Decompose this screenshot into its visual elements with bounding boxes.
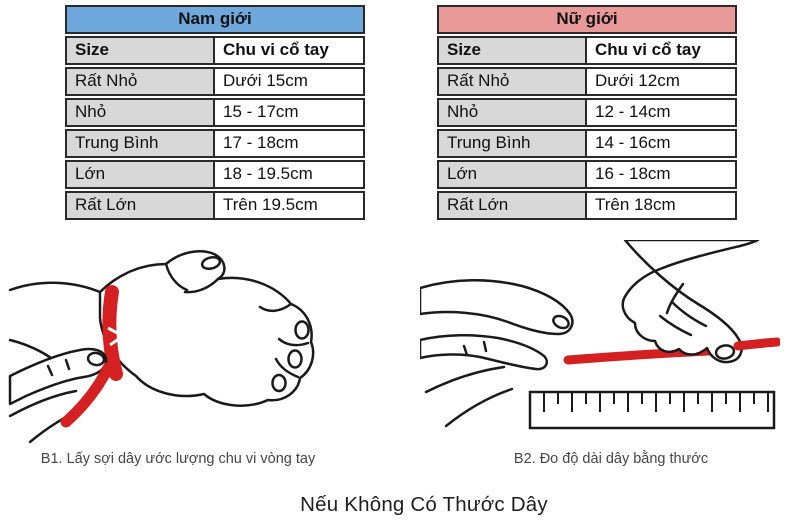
table-row: Trung Bình 14 - 16cm bbox=[437, 128, 737, 158]
women-table-title: Nữ giới bbox=[437, 5, 737, 34]
size-cell: Trung Bình bbox=[437, 128, 587, 158]
wrist-string-illustration bbox=[8, 250, 315, 444]
size-cell: Nhỏ bbox=[65, 97, 215, 127]
men-table-title-row: Nam giới bbox=[65, 5, 365, 34]
figure-b1-caption: B1. Lấy sợi dây ước lượng chu vi vòng ta… bbox=[40, 451, 316, 467]
range-cell: Trên 18cm bbox=[587, 190, 737, 220]
range-cell: 18 - 19.5cm bbox=[215, 159, 365, 189]
range-cell: 17 - 18cm bbox=[215, 128, 365, 158]
figure-b1-wrist-string bbox=[8, 246, 368, 446]
size-cell: Rất Nhỏ bbox=[65, 66, 215, 96]
size-cell: Rất Lớn bbox=[437, 190, 587, 220]
men-column-header-circumference: Chu vi cổ tay bbox=[215, 35, 365, 65]
footer-title: Nếu Không Có Thước Dây bbox=[300, 493, 548, 516]
table-row: Lớn 18 - 19.5cm bbox=[65, 159, 365, 189]
range-cell: 14 - 16cm bbox=[587, 128, 737, 158]
size-cell: Nhỏ bbox=[437, 97, 587, 127]
table-row: Rất Nhỏ Dưới 15cm bbox=[65, 66, 365, 96]
size-cell: Rất Lớn bbox=[65, 190, 215, 220]
table-row: Rất Nhỏ Dưới 12cm bbox=[437, 66, 737, 96]
men-size-table: Nam giới Size Chu vi cổ tay Rất Nhỏ Dưới… bbox=[65, 3, 365, 222]
table-row: Rất Lớn Trên 18cm bbox=[437, 190, 737, 220]
women-column-header-size: Size bbox=[437, 35, 587, 65]
size-cell: Lớn bbox=[437, 159, 587, 189]
men-column-header-size: Size bbox=[65, 35, 215, 65]
range-cell: 16 - 18cm bbox=[587, 159, 737, 189]
men-table-header-row: Size Chu vi cổ tay bbox=[65, 35, 365, 65]
range-cell: 12 - 14cm bbox=[587, 97, 737, 127]
size-cell: Trung Bình bbox=[65, 128, 215, 158]
range-cell: Dưới 12cm bbox=[587, 66, 737, 96]
range-cell: 15 - 17cm bbox=[215, 97, 365, 127]
ruler-measure-illustration bbox=[418, 238, 782, 430]
size-cell: Lớn bbox=[65, 159, 215, 189]
table-row: Lớn 16 - 18cm bbox=[437, 159, 737, 189]
figure-b2-ruler-measure bbox=[418, 238, 782, 440]
range-cell: Dưới 15cm bbox=[215, 66, 365, 96]
table-row: Nhỏ 12 - 14cm bbox=[437, 97, 737, 127]
figure-b2-caption: B2. Đo độ dài dây bằng thước bbox=[513, 451, 709, 467]
size-cell: Rất Nhỏ bbox=[437, 66, 587, 96]
women-table-title-row: Nữ giới bbox=[437, 5, 737, 34]
table-row: Nhỏ 15 - 17cm bbox=[65, 97, 365, 127]
women-table-header-row: Size Chu vi cổ tay bbox=[437, 35, 737, 65]
table-row: Rất Lớn Trên 19.5cm bbox=[65, 190, 365, 220]
women-size-table: Nữ giới Size Chu vi cổ tay Rất Nhỏ Dưới … bbox=[437, 3, 737, 222]
men-table-title: Nam giới bbox=[65, 5, 365, 34]
women-column-header-circumference: Chu vi cổ tay bbox=[587, 35, 737, 65]
table-row: Trung Bình 17 - 18cm bbox=[65, 128, 365, 158]
range-cell: Trên 19.5cm bbox=[215, 190, 365, 220]
